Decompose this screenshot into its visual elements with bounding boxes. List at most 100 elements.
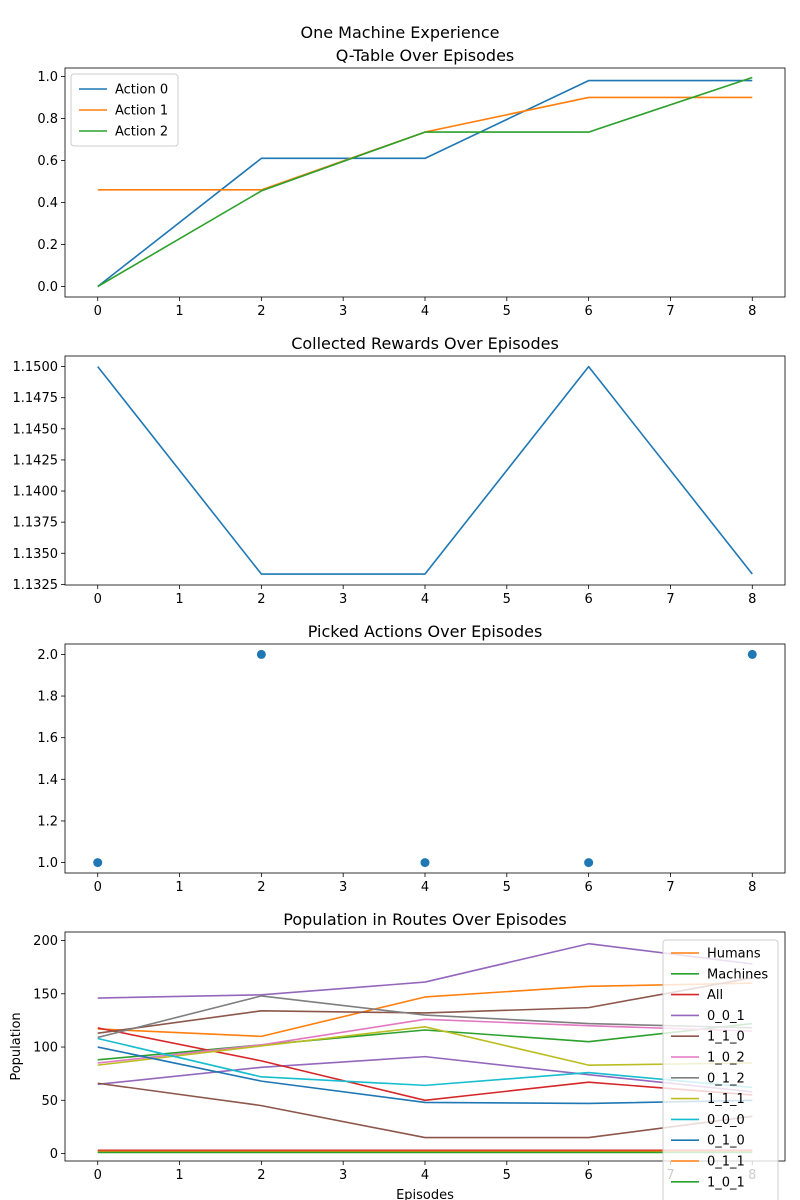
y-tick-label: 2.0 [37,648,58,663]
plot-area [97,76,753,288]
x-axis-label: Episodes [396,1188,454,1200]
series-line-action-1 [97,96,753,191]
series-line-all [97,1027,753,1102]
legend-entry: 0_0_0 [707,1113,745,1128]
legend-entry: Machines [707,967,768,982]
x-tick-label: 3 [339,304,347,319]
y-axis-label: Population [9,1012,24,1080]
x-tick-label: 0 [94,304,102,319]
plot-area [97,365,753,575]
series-line-1-1-1 [97,1026,753,1066]
legend-box [70,73,179,147]
legend: Action 0 Action 1 Action 2 [70,73,179,147]
legend-entry: 1_1_1 [707,1092,745,1107]
x-tick-label: 8 [748,880,756,895]
x-tick-label: 6 [584,880,592,895]
chart-panel-3: Population in Routes Over Episodes 0 1 2 3 4 5… [9,910,786,1200]
y-tick-label: 1.1425 [13,453,59,468]
scatter-point [93,858,103,868]
legend-entry: Humans [707,947,761,962]
x-tick-label: 8 [748,304,756,319]
scatter-point [256,649,266,659]
y-tick-label: 50 [41,1094,58,1109]
x-tick-label: 8 [748,592,756,607]
x-tick-label: 7 [666,304,674,319]
series-line-unlabeled [97,1055,753,1093]
x-tick-label: 6 [584,592,592,607]
x-tick-label: 4 [421,304,429,319]
y-tick-label: 0.6 [37,154,58,169]
chart-title: Collected Rewards Over Episodes [291,334,559,353]
x-tick-label: 6 [584,304,592,319]
y-tick-label: 1.2 [37,814,58,829]
legend: Humans Machines All 0_0_1 1_1_0 1_0_2 0_1_2 1_1… [662,939,779,1200]
x-tick-label: 0 [94,1168,102,1183]
series-line-action-2 [97,76,753,288]
x-tick-label: 1 [175,880,183,895]
legend-entry: All [707,988,723,1003]
legend-entry: Action 1 [115,104,168,119]
legend-entry: 1_0_1 [707,1175,745,1190]
legend-entry: 1_0_2 [707,1051,745,1066]
series-line-1-1-0 [97,977,753,1034]
y-tick-label: 1.1325 [13,578,59,593]
chart-title: Population in Routes Over Episodes [283,910,566,929]
axes-frame [64,355,786,586]
legend-box [662,939,779,1200]
y-tick-label: 0.4 [37,196,58,211]
y-tick-label: 0.8 [37,112,58,127]
series-line-unlabeled [97,1082,753,1139]
x-tick-label: 2 [257,880,265,895]
x-tick-label: 3 [339,592,347,607]
series-line-1-0-2 [97,1018,753,1064]
y-tick-label: 0 [50,1147,58,1162]
y-tick-label: 1.8 [37,690,58,705]
x-tick-label: 6 [584,1168,592,1183]
scatter-point [420,858,430,868]
y-tick-label: 1.1500 [13,360,59,375]
x-tick-label: 0 [94,592,102,607]
x-tick-label: 1 [175,1168,183,1183]
x-tick-label: 1 [175,592,183,607]
y-tick-label: 150 [33,987,58,1002]
y-tick-label: 1.1475 [13,391,59,406]
x-tick-label: 1 [175,304,183,319]
axes-frame [64,643,786,874]
series-line-0-1-2 [97,995,753,1039]
y-tick-label: 1.6 [37,731,58,746]
y-tick-label: 1.1400 [13,485,59,500]
legend-entry: 0_1_2 [707,1071,745,1086]
legend-entry: 0_0_1 [707,1009,745,1024]
x-tick-label: 7 [666,880,674,895]
series-line-0 [97,365,753,575]
legend-entry: Action 2 [115,125,168,140]
axes-frame [64,931,786,1162]
x-tick-label: 4 [421,592,429,607]
legend-entry: 0_1_0 [707,1134,745,1149]
y-tick-label: 1.0 [37,856,58,871]
x-tick-label: 2 [257,304,265,319]
x-tick-label: 2 [257,592,265,607]
x-tick-label: 4 [421,880,429,895]
chart-title: Q-Table Over Episodes [336,46,515,65]
scatter-point [584,858,594,868]
scatter-point [747,649,757,659]
chart-panel-0: Q-Table Over Episodes 0 1 2 3 4 5 6 7 8 0.0 0.2 0.4 0… [37,46,786,319]
x-tick-label: 3 [339,1168,347,1183]
y-tick-label: 1.1350 [13,547,59,562]
legend-entry: 1_1_0 [707,1030,745,1045]
y-tick-label: 1.4 [37,773,58,788]
x-tick-label: 5 [503,304,511,319]
axes-frame [64,67,786,298]
legend-entry: 0_1_1 [707,1155,745,1170]
series-line-humans [97,982,753,1038]
plot-area [93,649,757,868]
figure-suptitle: One Machine Experience [301,23,500,42]
x-tick-label: 2 [257,1168,265,1183]
x-tick-label: 5 [503,592,511,607]
x-tick-label: 7 [666,592,674,607]
x-tick-label: 4 [421,1168,429,1183]
series-line-0-0-0 [97,1037,753,1089]
y-tick-label: 0.2 [37,238,58,253]
